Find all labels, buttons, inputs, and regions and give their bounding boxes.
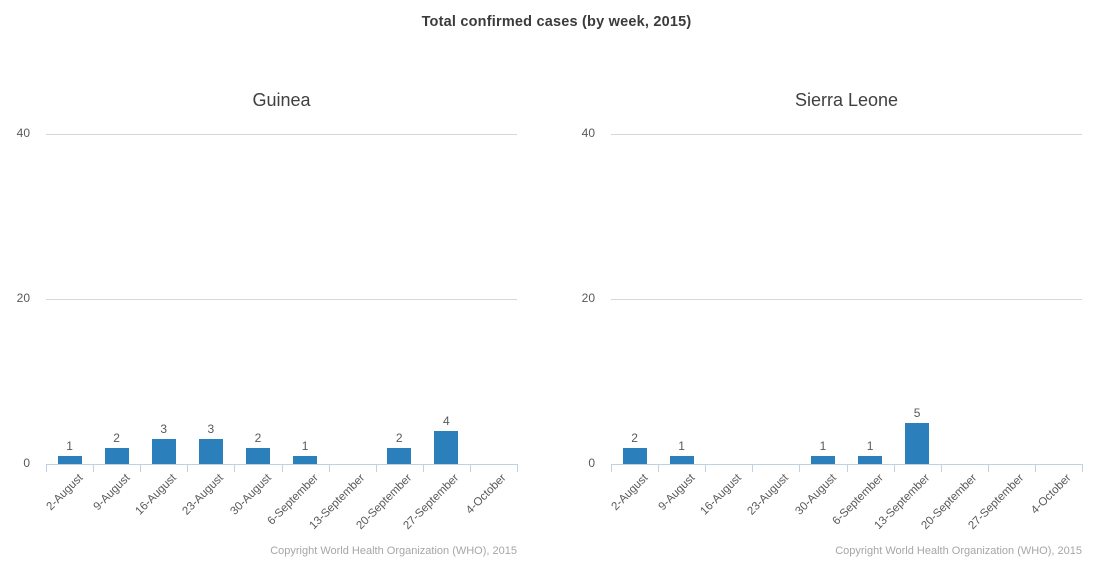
x-axis-tick-label: 9-August <box>656 472 698 514</box>
x-axis-tick <box>517 464 518 472</box>
y-axis-tick-label: 20 <box>581 291 595 305</box>
x-axis-tick <box>329 464 330 472</box>
y-axis-tick-label: 0 <box>588 456 595 470</box>
x-axis-tick <box>423 464 424 472</box>
x-axis-tick <box>705 464 706 472</box>
bar <box>198 439 223 464</box>
x-axis-tick-label: 4-October <box>1029 472 1074 517</box>
bar <box>293 455 318 464</box>
bar <box>810 455 835 464</box>
bar-value-label: 2 <box>631 430 638 445</box>
gridline-y-40 <box>611 134 1082 135</box>
x-axis-tick-label: 2-August <box>44 472 86 514</box>
bar <box>434 431 459 464</box>
copyright-note: Copyright World Health Organization (WHO… <box>270 545 517 557</box>
x-axis-tick <box>140 464 141 472</box>
x-axis-tick <box>93 464 94 472</box>
bar <box>858 455 883 464</box>
x-axis-tick-label: 16-August <box>698 472 745 518</box>
bar-value-label: 3 <box>207 422 215 437</box>
bar <box>387 447 412 464</box>
plot-area: 2 2-August 1 9-August 16-August 23-August 1 30-… <box>609 134 1083 532</box>
chart-title: Guinea <box>252 90 311 110</box>
x-axis-tick <box>187 464 188 472</box>
bar-value-label: 1 <box>866 438 874 453</box>
bar <box>905 422 930 464</box>
x-axis-tick-label: 2-August <box>609 472 651 514</box>
y-axis-tick-label: 20 <box>16 291 30 305</box>
bar <box>669 455 694 464</box>
bar-value-label: 1 <box>66 438 73 453</box>
bar-value-label: 3 <box>160 422 168 437</box>
gridline-y-20 <box>611 299 1082 300</box>
x-axis-tick <box>799 464 800 472</box>
y-axis-tick-label: 0 <box>23 456 30 470</box>
x-axis-tick <box>376 464 377 472</box>
bar <box>245 447 270 464</box>
x-axis-tick-label: 23-August <box>745 472 792 518</box>
x-axis-tick-label: 9-August <box>91 472 133 514</box>
copyright-note: Copyright World Health Organization (WHO… <box>835 545 1082 557</box>
bar-value-label: 1 <box>819 438 827 453</box>
chart-panel-guinea: Guinea 1 2-August 2 9-August 3 16-August 3 23-A… <box>0 60 537 571</box>
x-axis-tick <box>234 464 235 472</box>
bar <box>104 447 129 464</box>
x-axis-tick <box>658 464 659 472</box>
x-axis-tick <box>282 464 283 472</box>
x-axis-tick <box>470 464 471 472</box>
y-axis-tick-label: 40 <box>16 126 30 140</box>
bar-value-label: 2 <box>254 430 262 445</box>
bar-value-label: 4 <box>443 414 450 428</box>
bar-value-label: 1 <box>301 438 309 453</box>
y-axis-tick-label: 40 <box>581 126 595 140</box>
bar-value-label: 5 <box>913 405 921 420</box>
bar <box>151 439 176 464</box>
gridline-y-20 <box>46 299 517 300</box>
x-axis-tick <box>988 464 989 472</box>
x-axis-tick-label: 23-August <box>180 472 227 518</box>
page-title: Total confirmed cases (by week, 2015) <box>421 14 692 30</box>
x-axis-tick <box>1035 464 1036 472</box>
chart-title: Sierra Leone <box>794 90 899 110</box>
x-axis-tick-label: 4-October <box>464 472 509 517</box>
x-axis-tick <box>752 464 753 472</box>
bar <box>622 447 647 464</box>
x-axis-tick <box>1082 464 1083 472</box>
x-axis-tick-label: 30-August <box>227 472 274 518</box>
x-axis-tick <box>894 464 895 472</box>
bar-value-label: 2 <box>395 430 403 445</box>
gridline-y-40 <box>46 134 517 135</box>
x-axis-tick-label: 30-August <box>792 472 839 518</box>
x-axis-tick <box>46 464 47 472</box>
x-axis-tick <box>941 464 942 472</box>
bar <box>57 455 82 464</box>
x-axis-tick <box>611 464 612 472</box>
chart-panel-sierra-leone: Sierra Leone 2 2-August 1 9-August 16-August… <box>565 60 1102 571</box>
x-axis-tick <box>847 464 848 472</box>
bar-value-label: 2 <box>113 430 120 445</box>
x-axis-tick-label: 16-August <box>133 472 180 518</box>
plot-area: 1 2-August 2 9-August 3 16-August 3 23-August 2 3… <box>44 134 518 532</box>
bar-value-label: 1 <box>678 438 685 453</box>
